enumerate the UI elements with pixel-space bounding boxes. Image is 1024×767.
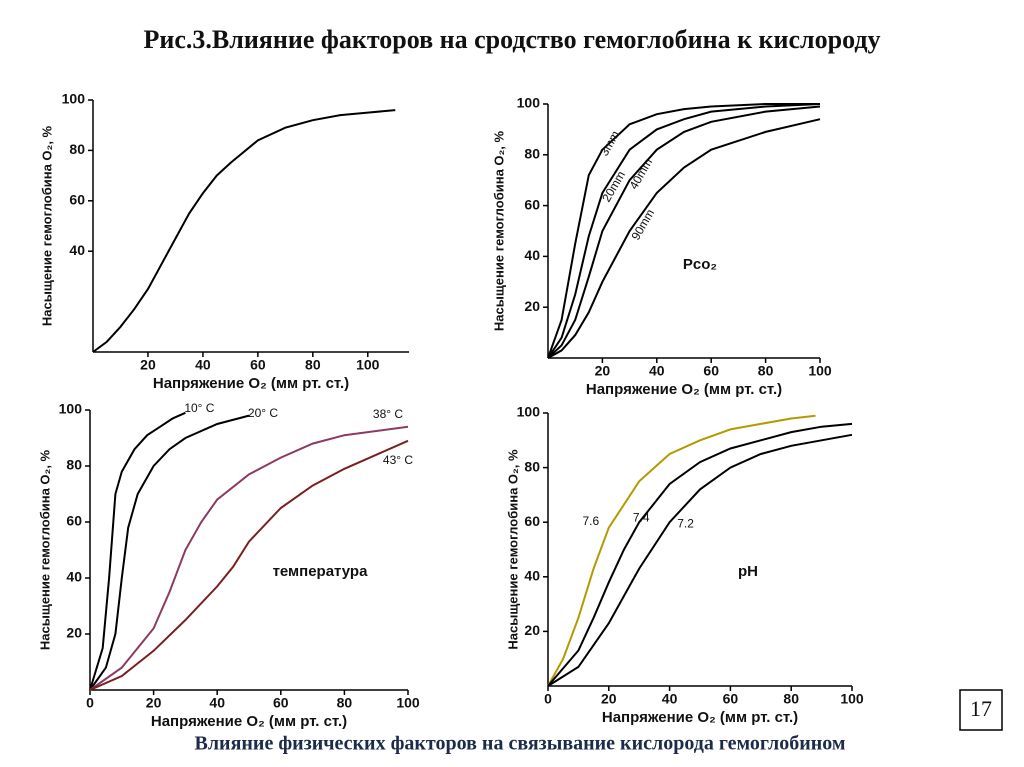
curve xyxy=(547,422,853,687)
series-label: 7.2 xyxy=(677,516,694,530)
curve xyxy=(547,414,816,687)
curve xyxy=(547,103,820,359)
y-axis-label: Насыщение гемоглобина O₂, % xyxy=(491,130,506,331)
x-axis-label: Напряжение O₂ (мм рт. ст.) xyxy=(586,381,782,398)
caption: Влияние физических факторов на связывани… xyxy=(195,733,846,755)
x-tick-label: 0 xyxy=(544,691,552,707)
x-tick-label: 20 xyxy=(140,357,156,373)
y-tick-label: 60 xyxy=(524,513,540,529)
x-tick-label: 20 xyxy=(146,695,162,711)
y-tick-label: 100 xyxy=(59,401,83,417)
y-axis-label: Насыщение гемоглобина O₂, % xyxy=(37,449,52,650)
curve xyxy=(92,109,396,353)
page-number: 17 xyxy=(970,696,992,721)
x-tick-label: 100 xyxy=(840,691,864,707)
y-tick-label: 80 xyxy=(524,458,540,474)
y-tick-label: 80 xyxy=(69,141,85,157)
y-tick-label: 20 xyxy=(524,622,540,638)
x-tick-label: 80 xyxy=(758,363,774,379)
x-axis-label: Напряжение O₂ (мм рт. ст.) xyxy=(151,713,347,730)
x-tick-label: 60 xyxy=(273,695,289,711)
y-tick-label: 80 xyxy=(66,457,82,473)
page-number-box xyxy=(959,689,1003,731)
x-tick-label: 20 xyxy=(595,363,611,379)
y-tick-label: 60 xyxy=(66,513,82,529)
y-tick-label: 40 xyxy=(524,247,540,263)
series-label: 38° C xyxy=(373,407,403,421)
y-tick-label: 20 xyxy=(66,625,82,641)
y-tick-label: 20 xyxy=(524,298,540,314)
series-label: 10° C xyxy=(184,401,214,415)
x-tick-label: 40 xyxy=(649,363,665,379)
x-tick-label: 60 xyxy=(250,357,266,373)
annotation: Pco₂ xyxy=(683,256,717,273)
curve xyxy=(89,414,250,691)
annotation: температура xyxy=(273,563,369,580)
y-axis-label: Насыщение гемоглобина O₂, % xyxy=(505,449,520,650)
y-tick-label: 60 xyxy=(524,196,540,212)
x-tick-label: 0 xyxy=(86,695,94,711)
x-tick-label: 100 xyxy=(808,363,832,379)
y-tick-label: 80 xyxy=(524,146,540,162)
series-label: 43° C xyxy=(383,453,413,467)
curve xyxy=(89,411,186,691)
curve xyxy=(89,439,409,691)
y-tick-label: 40 xyxy=(524,568,540,584)
curve xyxy=(547,105,821,359)
y-tick-label: 60 xyxy=(69,192,85,208)
x-tick-label: 40 xyxy=(195,357,211,373)
x-tick-label: 60 xyxy=(723,691,739,707)
x-tick-label: 20 xyxy=(601,691,617,707)
curve xyxy=(89,425,409,691)
curve xyxy=(547,118,821,359)
x-axis-label: Напряжение O₂ (мм рт. ст.) xyxy=(153,375,349,392)
x-tick-label: 40 xyxy=(209,695,225,711)
x-tick-label: 100 xyxy=(356,357,380,373)
y-tick-label: 40 xyxy=(69,242,85,258)
y-tick-label: 100 xyxy=(62,91,86,107)
y-tick-label: 100 xyxy=(517,404,541,420)
x-tick-label: 100 xyxy=(396,695,420,711)
series-label: 7.4 xyxy=(633,510,650,524)
x-tick-label: 40 xyxy=(662,691,678,707)
y-tick-label: 100 xyxy=(517,95,541,111)
curve xyxy=(547,103,821,359)
x-tick-label: 80 xyxy=(783,691,799,707)
series-label: 20° C xyxy=(248,406,278,420)
x-axis-label: Напряжение O₂ (мм рт. ст.) xyxy=(602,709,798,726)
y-tick-label: 40 xyxy=(66,569,82,585)
annotation: pH xyxy=(738,563,758,580)
y-axis-label: Насыщение гемоглобина O₂, % xyxy=(39,125,54,326)
slide-title: Рис.3.Влияние факторов на сродство гемог… xyxy=(143,25,880,54)
curve xyxy=(547,433,853,687)
x-tick-label: 60 xyxy=(703,363,719,379)
x-tick-label: 80 xyxy=(337,695,353,711)
x-tick-label: 80 xyxy=(305,357,321,373)
series-label: 7.6 xyxy=(582,514,599,528)
